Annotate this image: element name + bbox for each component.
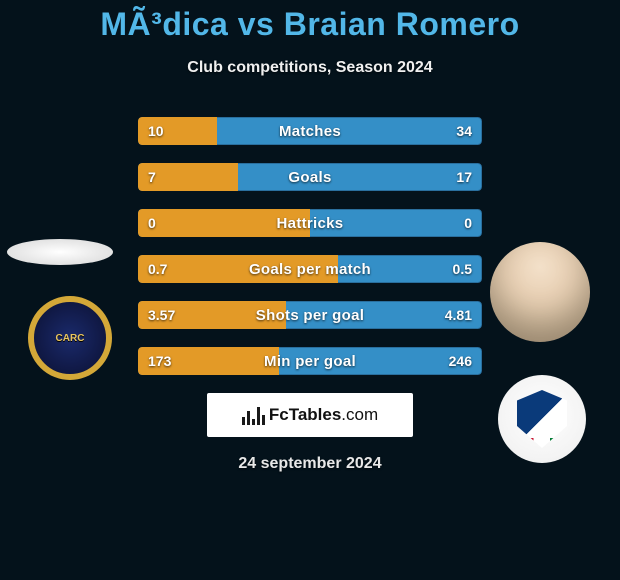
velez-shield-icon [517,390,567,448]
stat-label: Matches [138,117,482,145]
branding-bars-icon [242,405,265,425]
branding-text: FcTables.com [269,405,378,425]
tricolor-stripe [517,438,567,442]
branding-light: .com [341,405,378,424]
comparison-content: CARC 1034Matches 717Goals 00Hattricks 0.70.… [0,117,620,473]
stat-row: 00Hattricks [138,209,482,237]
stat-row: 3.574.81Shots per goal [138,301,482,329]
club-badge-right [498,375,586,463]
club-badge-left: CARC [28,296,112,380]
stat-row: 717Goals [138,163,482,191]
stat-label: Hattricks [138,209,482,237]
stat-label: Goals [138,163,482,191]
branding-bold: FcTables [269,405,341,424]
page-title: MÃ³dica vs Braian Romero [0,0,620,43]
stat-row: 1034Matches [138,117,482,145]
subtitle: Club competitions, Season 2024 [0,59,620,77]
branding-badge: FcTables.com [207,393,413,437]
stat-label: Shots per goal [138,301,482,329]
club-left-label: CARC [56,333,85,344]
player-1-photo [7,239,113,265]
stat-label: Min per goal [138,347,482,375]
stat-row: 173246Min per goal [138,347,482,375]
player-2-photo [490,242,590,342]
stat-label: Goals per match [138,255,482,283]
stat-row: 0.70.5Goals per match [138,255,482,283]
stat-bars: 1034Matches 717Goals 00Hattricks 0.70.5Goal… [138,117,482,375]
